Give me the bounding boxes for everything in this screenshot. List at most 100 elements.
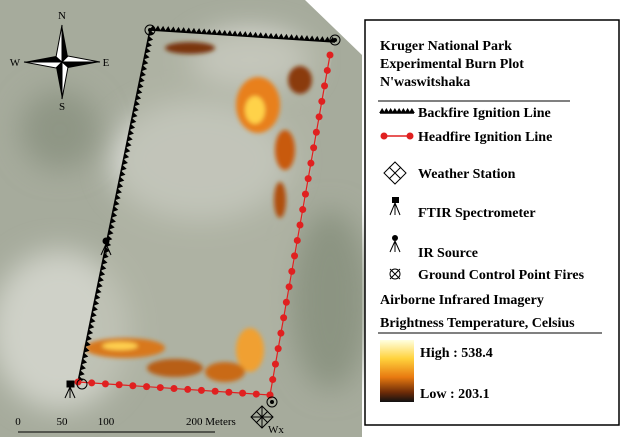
headfire-marker bbox=[274, 345, 282, 353]
backfire-marker bbox=[81, 358, 88, 365]
backfire-marker bbox=[136, 88, 143, 95]
headfire-marker bbox=[310, 144, 318, 152]
backfire-marker bbox=[283, 33, 290, 40]
backfire-marker bbox=[133, 106, 139, 113]
compass-rose: N S W E bbox=[10, 10, 110, 113]
backfire-marker bbox=[98, 276, 104, 283]
backfire-marker bbox=[247, 31, 254, 37]
headfire-marker bbox=[271, 360, 279, 368]
backfire-marker bbox=[154, 25, 161, 31]
backfire-marker bbox=[83, 346, 90, 353]
backfire-marker bbox=[242, 31, 249, 37]
headfire-marker bbox=[285, 283, 293, 291]
scale-label: 200 Meters bbox=[186, 416, 236, 428]
backfire-marker bbox=[80, 364, 86, 371]
headfire-marker bbox=[252, 390, 260, 398]
backfire-marker bbox=[97, 282, 103, 289]
legend-title: Kruger National Park bbox=[380, 39, 512, 54]
legend-title: Experimental Burn Plot bbox=[380, 57, 524, 72]
headfire-marker bbox=[318, 97, 326, 105]
backfire-marker bbox=[216, 29, 223, 35]
backfire-marker bbox=[111, 211, 118, 218]
backfire-marker bbox=[404, 108, 411, 113]
backfire-marker bbox=[82, 352, 89, 359]
backfire-marker bbox=[170, 26, 177, 32]
backfire-marker bbox=[101, 258, 108, 265]
backfire-marker bbox=[190, 27, 197, 34]
headfire-marker bbox=[304, 175, 312, 183]
compass-n: N bbox=[58, 10, 66, 22]
headfire-marker bbox=[296, 221, 304, 229]
backfire-marker bbox=[200, 28, 207, 34]
backfire-marker bbox=[85, 340, 91, 347]
headfire-marker bbox=[88, 379, 96, 387]
backfire-marker bbox=[278, 33, 285, 39]
headfire-marker bbox=[170, 385, 178, 392]
backfire-marker bbox=[143, 53, 150, 60]
backfire-marker bbox=[141, 65, 148, 72]
backfire-marker bbox=[119, 170, 126, 177]
backfire-marker bbox=[383, 108, 390, 113]
legend-item: Backfire Ignition Line bbox=[418, 106, 551, 121]
backfire-marker bbox=[128, 129, 134, 136]
headfire-marker bbox=[323, 66, 331, 74]
headfire-marker bbox=[312, 128, 320, 136]
backfire-marker bbox=[115, 194, 121, 201]
backfire-marker bbox=[387, 108, 394, 113]
headfire-marker bbox=[291, 252, 299, 260]
headfire-marker bbox=[299, 206, 307, 214]
backfire-marker bbox=[293, 34, 300, 40]
backfire-marker bbox=[257, 32, 264, 38]
backfire-marker bbox=[159, 25, 166, 32]
backfire-marker bbox=[91, 311, 97, 318]
backfire-marker bbox=[324, 36, 331, 42]
backfire-marker bbox=[262, 32, 269, 38]
backfire-marker bbox=[185, 27, 192, 33]
backfire-marker bbox=[86, 335, 92, 341]
compass-s: S bbox=[59, 101, 65, 113]
backfire-marker bbox=[122, 159, 128, 165]
backfire-marker bbox=[92, 305, 98, 312]
backfire-marker bbox=[180, 27, 187, 33]
instruments bbox=[64, 24, 341, 429]
backfire-marker bbox=[147, 35, 154, 42]
weather-station-label: Wx bbox=[268, 424, 284, 436]
backfire-marker bbox=[113, 200, 120, 207]
backfire-marker bbox=[95, 288, 102, 295]
backfire-marker bbox=[267, 32, 274, 39]
backfire-marker bbox=[146, 41, 152, 48]
backfire-marker bbox=[298, 34, 305, 41]
headfire-marker bbox=[143, 383, 151, 391]
headfire-marker bbox=[239, 389, 247, 397]
headfire-marker bbox=[293, 236, 301, 244]
backfire-marker bbox=[175, 26, 182, 33]
headfire-marker bbox=[277, 329, 285, 337]
backfire-marker bbox=[221, 29, 228, 36]
backfire-marker bbox=[124, 147, 131, 154]
headfire-marker bbox=[269, 376, 277, 384]
backfire-marker bbox=[319, 36, 326, 42]
compass-w: W bbox=[10, 57, 21, 69]
backfire-marker bbox=[103, 252, 109, 259]
backfire-marker bbox=[314, 35, 321, 42]
backfire-marker bbox=[139, 76, 145, 83]
fire-patches bbox=[85, 42, 312, 382]
scale-bar: 0 50 100 200 Meters bbox=[15, 416, 236, 433]
headfire-marker bbox=[282, 298, 290, 306]
legend-item: IR Source bbox=[418, 246, 478, 261]
backfire-marker bbox=[112, 205, 119, 212]
backfire-marker bbox=[145, 47, 151, 54]
backfire-marker bbox=[226, 30, 233, 36]
scale-label: 100 bbox=[98, 416, 115, 428]
backfire-marker bbox=[231, 30, 238, 36]
headfire-marker bbox=[211, 387, 219, 395]
backfire-marker bbox=[93, 299, 100, 306]
backfire-marker bbox=[100, 264, 107, 271]
backfire-marker bbox=[140, 71, 146, 77]
headfire-marker bbox=[74, 378, 82, 386]
backfire-marker bbox=[123, 153, 130, 160]
backfire-marker bbox=[396, 108, 403, 113]
temperature-low: Low : 203.1 bbox=[420, 387, 490, 402]
backfire-marker bbox=[195, 28, 202, 34]
